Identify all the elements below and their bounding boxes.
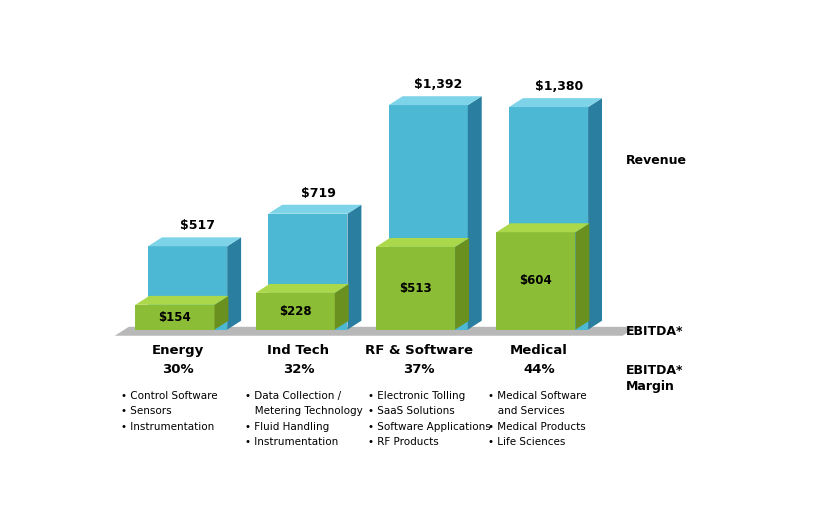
Polygon shape — [335, 284, 349, 329]
Polygon shape — [575, 223, 589, 329]
Text: • Fluid Handling: • Fluid Handling — [244, 421, 328, 431]
Polygon shape — [114, 327, 636, 336]
Text: • RF Products: • RF Products — [368, 437, 439, 447]
Text: Metering Technology: Metering Technology — [244, 406, 362, 416]
Polygon shape — [148, 238, 241, 246]
Text: 32%: 32% — [283, 363, 315, 376]
Polygon shape — [389, 96, 482, 105]
Text: RF & Software: RF & Software — [364, 344, 473, 357]
Text: $154: $154 — [158, 311, 191, 324]
Text: $1,380: $1,380 — [534, 80, 583, 93]
Polygon shape — [256, 284, 349, 293]
Text: Energy: Energy — [152, 344, 204, 357]
Polygon shape — [136, 296, 229, 305]
Polygon shape — [347, 205, 361, 329]
Text: Ind Tech: Ind Tech — [267, 344, 329, 357]
Text: Revenue: Revenue — [626, 154, 687, 167]
Text: • Life Sciences: • Life Sciences — [489, 437, 565, 447]
Polygon shape — [509, 98, 602, 107]
Text: 44%: 44% — [523, 363, 555, 376]
Text: $228: $228 — [279, 305, 311, 318]
Text: $604: $604 — [520, 275, 552, 287]
Text: $517: $517 — [181, 220, 215, 232]
Text: 30%: 30% — [163, 363, 194, 376]
Polygon shape — [455, 238, 469, 329]
Text: $1,392: $1,392 — [414, 78, 462, 91]
Text: • Medical Products: • Medical Products — [489, 421, 586, 431]
Polygon shape — [215, 296, 229, 329]
Text: 37%: 37% — [403, 363, 435, 376]
Text: Medical: Medical — [510, 344, 568, 357]
Polygon shape — [389, 105, 468, 329]
Text: • Medical Software: • Medical Software — [489, 391, 587, 401]
Text: • Software Applications: • Software Applications — [368, 421, 491, 431]
Text: $513: $513 — [400, 282, 432, 295]
Polygon shape — [376, 247, 455, 329]
Polygon shape — [468, 96, 482, 329]
Polygon shape — [256, 293, 335, 329]
Text: • Control Software: • Control Software — [121, 391, 218, 401]
Text: • Electronic Tolling: • Electronic Tolling — [368, 391, 466, 401]
Text: • Data Collection /: • Data Collection / — [244, 391, 341, 401]
Text: $719: $719 — [301, 187, 336, 200]
Polygon shape — [376, 238, 469, 247]
Text: • SaaS Solutions: • SaaS Solutions — [368, 406, 455, 416]
Text: and Services: and Services — [489, 406, 565, 416]
Polygon shape — [496, 232, 575, 329]
Polygon shape — [227, 238, 241, 329]
Polygon shape — [268, 205, 361, 214]
Polygon shape — [509, 107, 588, 329]
Text: EBITDA*
Margin: EBITDA* Margin — [626, 364, 683, 393]
Text: • Instrumentation: • Instrumentation — [244, 437, 338, 447]
Text: • Instrumentation: • Instrumentation — [121, 421, 214, 431]
Polygon shape — [496, 223, 589, 232]
Polygon shape — [148, 246, 227, 329]
Text: • Sensors: • Sensors — [121, 406, 172, 416]
Polygon shape — [588, 98, 602, 329]
Polygon shape — [136, 305, 215, 329]
Text: EBITDA*: EBITDA* — [626, 325, 683, 338]
Polygon shape — [268, 214, 347, 329]
